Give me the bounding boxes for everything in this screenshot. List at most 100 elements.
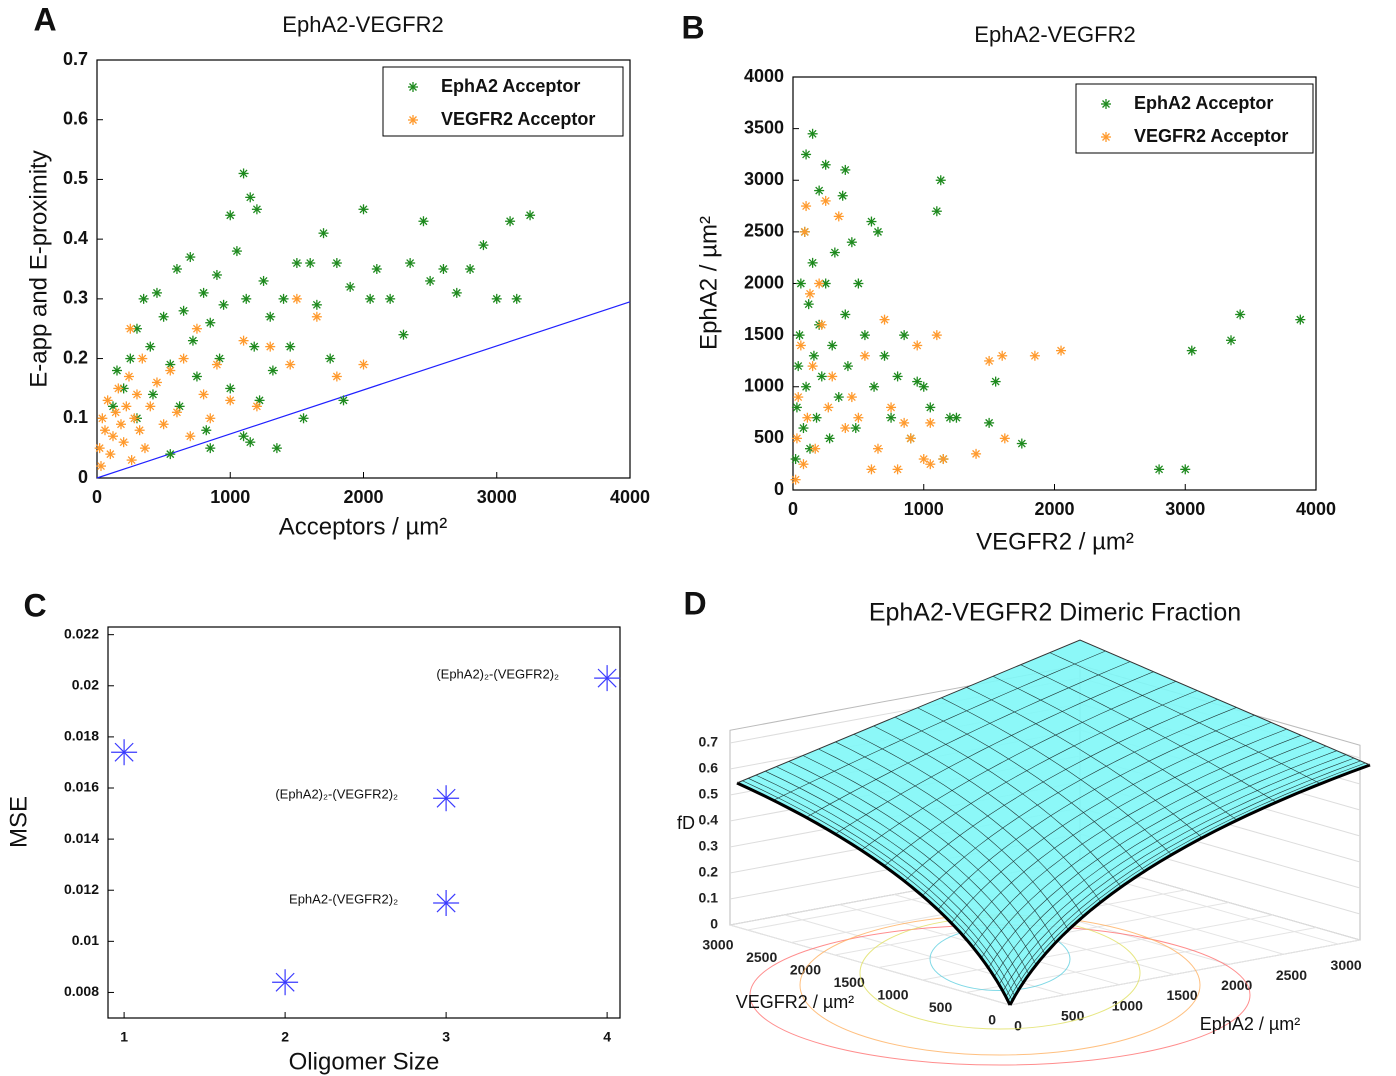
y-tick-label: 0.7 [63, 49, 88, 69]
marker-stroke [792, 403, 801, 412]
marker-stroke [512, 294, 521, 303]
marker-stroke [286, 342, 295, 351]
marker-stroke [179, 306, 188, 315]
data-point [931, 330, 942, 341]
mesh-line [962, 728, 1287, 936]
data-point [171, 264, 182, 274]
marker-stroke [306, 259, 315, 267]
data-point [225, 383, 236, 394]
marker-stroke [795, 331, 804, 340]
marker-stroke [824, 403, 833, 412]
data-point [837, 190, 848, 201]
data-point [853, 412, 864, 423]
data-point [810, 443, 821, 454]
data-point [438, 264, 449, 274]
data-point [191, 371, 202, 382]
marker-stroke [166, 366, 175, 375]
marker-stroke [834, 212, 843, 221]
data-point [912, 340, 923, 351]
marker-stroke [1181, 465, 1190, 474]
y-tick-label: 500 [929, 999, 953, 1015]
data-point [1186, 345, 1197, 356]
data-point [258, 275, 269, 286]
marker-stroke [906, 434, 915, 443]
legend-label: EphA2 Acceptor [441, 76, 580, 96]
data-point [879, 350, 890, 361]
marker-stroke [292, 259, 301, 267]
data-point [371, 264, 382, 274]
data-point [205, 317, 216, 328]
data-point [171, 407, 182, 418]
y-axis-label: MSE [5, 796, 32, 848]
data-point [123, 371, 134, 382]
data-point [1056, 345, 1067, 356]
plot-frame [107, 626, 621, 1019]
data-point [801, 149, 812, 160]
data-point [793, 392, 804, 403]
data-point [525, 210, 536, 221]
marker-stroke [841, 165, 850, 174]
x-tick-label: 3000 [1165, 499, 1205, 519]
data-point [793, 361, 804, 372]
mesh-line [992, 675, 1238, 821]
data-point [97, 413, 108, 424]
marker-stroke [1030, 351, 1039, 360]
data-point [138, 293, 149, 304]
marker-stroke [794, 362, 803, 371]
x-axis-label: VEGFR2 / µm² [976, 528, 1134, 555]
marker-stroke [239, 432, 248, 441]
data-point [833, 211, 844, 222]
marker-stroke [919, 455, 928, 463]
mesh-line [972, 735, 1302, 948]
data-point [833, 392, 844, 403]
mesh-line [998, 754, 1347, 985]
data-point [345, 281, 356, 292]
marker-stroke [332, 372, 341, 381]
data-point [131, 389, 142, 400]
mesh-line [1049, 652, 1321, 785]
marker-stroke [792, 434, 801, 443]
marker-stroke [359, 360, 368, 369]
marker-stroke [506, 217, 515, 226]
marker-stroke [226, 396, 235, 405]
marker-stroke [97, 462, 105, 471]
data-point [938, 454, 949, 465]
y-tick-label: 1500 [834, 974, 865, 990]
data-point [798, 459, 809, 470]
z-tick-label: 0.4 [699, 812, 719, 828]
data-point [291, 293, 302, 304]
mesh-line [748, 778, 1016, 997]
marker-stroke [985, 356, 994, 365]
mesh-line [951, 722, 1272, 924]
marker-stroke [991, 377, 1000, 386]
marker-stroke [808, 258, 817, 267]
mesh-line [1002, 757, 1355, 992]
data-point [125, 323, 136, 334]
data-point [859, 350, 870, 361]
marker-stroke [799, 424, 808, 433]
marker-stroke [146, 342, 155, 351]
marker-stroke [199, 390, 208, 399]
data-point [808, 350, 819, 361]
data-point [944, 412, 955, 423]
data-point [1180, 464, 1191, 475]
y-tick-label: 0.2 [63, 347, 88, 367]
data-point [405, 258, 416, 269]
marker-stroke [796, 341, 805, 350]
marker-stroke [279, 294, 288, 303]
marker-stroke [98, 414, 107, 423]
marker-stroke [286, 360, 295, 369]
x-tick-label: 1000 [904, 499, 944, 519]
data-point [358, 204, 369, 215]
marker-stroke [436, 893, 456, 913]
y-tick-label: 0.022 [64, 625, 99, 641]
data-point [594, 665, 621, 692]
x-tick-label: 3000 [477, 487, 517, 507]
data-point [807, 257, 818, 268]
marker-stroke [874, 444, 882, 453]
marker-stroke [932, 207, 941, 216]
panel-label: B [681, 9, 704, 45]
mesh-line [835, 671, 1154, 835]
data-point [94, 443, 105, 454]
marker-stroke [186, 432, 195, 441]
